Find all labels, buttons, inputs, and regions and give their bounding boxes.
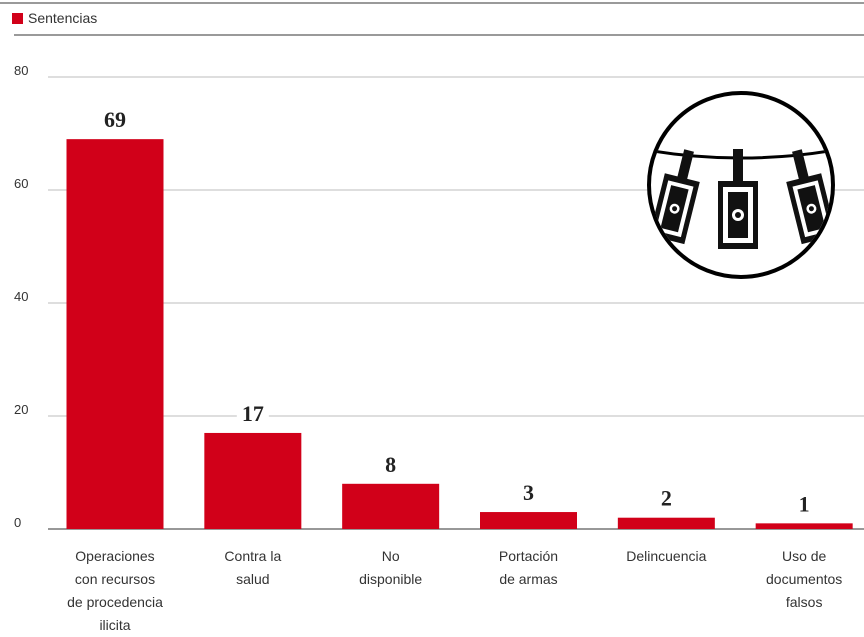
- bar: [66, 139, 164, 529]
- bar: [342, 483, 440, 529]
- value-label-background: [793, 493, 815, 515]
- y-tick-label: 0: [14, 515, 21, 530]
- bar: [617, 517, 715, 529]
- value-labels: 69 17 8 3 2 1: [99, 107, 815, 516]
- y-tick-label: 20: [14, 402, 28, 417]
- bars: [66, 139, 853, 529]
- bar: [480, 512, 577, 529]
- money-laundering-clothesline-icon: [647, 91, 835, 279]
- y-tick-label: 40: [14, 289, 28, 304]
- x-tick-label: Contra la salud: [224, 548, 281, 587]
- value-label: 8: [385, 452, 396, 477]
- value-label-background: [518, 482, 539, 504]
- value-label-background: [236, 402, 269, 424]
- y-tick-label: 60: [14, 176, 28, 191]
- x-tick-label: No disponible: [359, 548, 422, 587]
- legend-label: Sentencias: [28, 10, 98, 26]
- x-tick-label: Delincuencia: [626, 548, 706, 564]
- x-tick-label: Uso de documentos falsos: [766, 548, 842, 610]
- x-axis-labels: Operaciones con recursos de procedencia ili…: [67, 548, 842, 633]
- legend-swatch: [12, 12, 23, 24]
- value-label-background: [380, 453, 402, 475]
- value-label: 3: [523, 480, 534, 505]
- y-tick-label: 80: [14, 63, 28, 78]
- legend: Sentencias: [12, 9, 97, 27]
- value-label-background: [655, 487, 677, 509]
- y-axis: 0 20 40 60 80: [14, 63, 28, 530]
- value-label: 1: [799, 491, 810, 516]
- value-label: 2: [661, 486, 672, 511]
- x-tick-label: Portación de armas: [499, 548, 558, 587]
- bar: [755, 523, 853, 529]
- value-label-background: [99, 109, 131, 131]
- legend-rule: [14, 34, 864, 36]
- bar: [204, 432, 302, 529]
- x-tick-label: Operaciones con recursos de procedencia ili…: [67, 548, 163, 633]
- top-rule: [0, 2, 864, 4]
- value-label: 69: [104, 107, 126, 132]
- value-label: 17: [242, 401, 264, 426]
